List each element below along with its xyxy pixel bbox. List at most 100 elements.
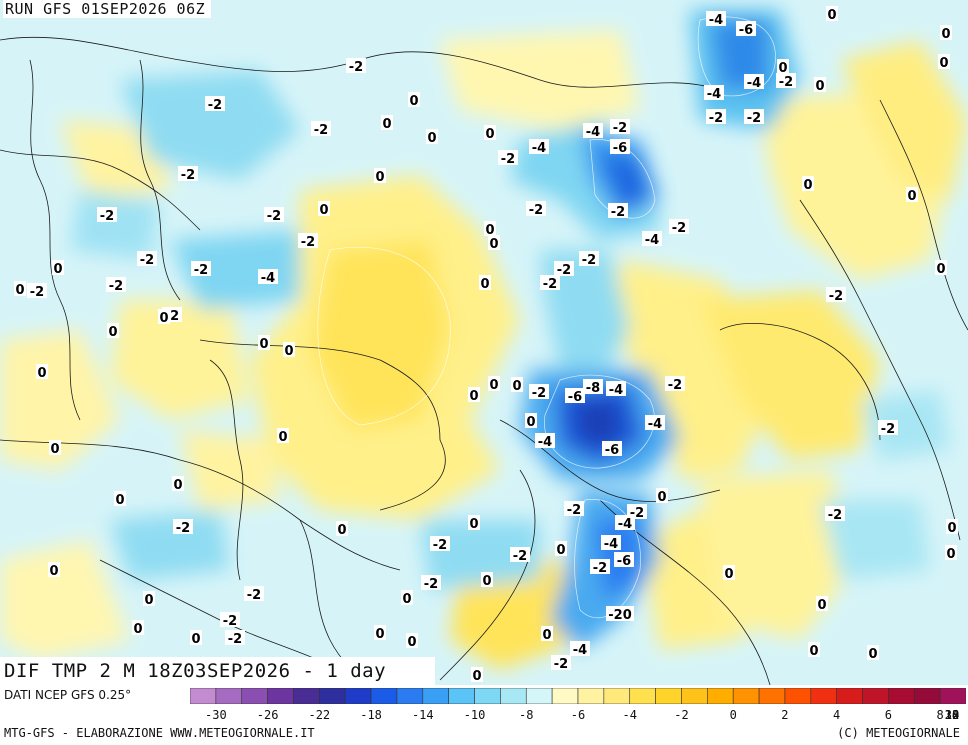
svg-text:-6: -6 — [739, 23, 753, 38]
isoline-label: 0 — [945, 545, 957, 562]
colorbar-tick-label: 4 — [833, 708, 841, 722]
isoline-label: -2 — [554, 261, 574, 278]
isoline-label: -2 — [311, 121, 331, 138]
colorbar-swatch — [215, 688, 243, 704]
run-label: RUN GFS 01SEP2026 06Z — [3, 0, 212, 18]
svg-text:0: 0 — [657, 490, 666, 505]
isoline-label: 0 — [656, 488, 668, 505]
svg-text:-2: -2 — [543, 277, 557, 292]
isoline-label: 0 — [158, 309, 170, 326]
svg-text:0: 0 — [115, 493, 124, 508]
svg-text:-2: -2 — [668, 378, 682, 393]
colorbar-tick-label: -26 — [256, 708, 279, 722]
svg-text:0: 0 — [907, 189, 916, 204]
svg-text:0: 0 — [485, 223, 494, 238]
svg-text:-2: -2 — [208, 98, 222, 113]
svg-text:0: 0 — [15, 283, 24, 298]
svg-text:0: 0 — [803, 178, 812, 193]
svg-text:0: 0 — [407, 635, 416, 650]
svg-text:-6: -6 — [617, 554, 631, 569]
isoline-label: 0 — [114, 491, 126, 508]
isoline-label: 0 — [940, 25, 952, 42]
isoline-label: 0 — [488, 235, 500, 252]
svg-text:-4: -4 — [645, 233, 659, 248]
svg-text:0: 0 — [337, 523, 346, 538]
isoline-label: -2 — [540, 275, 560, 292]
isoline-label: -2 — [665, 376, 685, 393]
svg-text:-2: -2 — [30, 285, 44, 300]
isoline-label: -8 — [583, 379, 603, 396]
isoline-label: -20 — [606, 606, 634, 623]
svg-text:0: 0 — [49, 564, 58, 579]
svg-text:-2: -2 — [228, 632, 242, 647]
colorbar-tick-label: -22 — [308, 708, 331, 722]
svg-text:-4: -4 — [573, 643, 587, 658]
isoline-label: -2 — [298, 233, 318, 250]
svg-text:-2: -2 — [109, 279, 123, 294]
svg-text:-4: -4 — [538, 435, 552, 450]
isoline-label: 0 — [318, 201, 330, 218]
svg-text:0: 0 — [402, 592, 411, 607]
colorbar-swatch — [758, 688, 786, 704]
svg-text:0: 0 — [469, 389, 478, 404]
svg-text:0: 0 — [946, 547, 955, 562]
svg-text:-4: -4 — [709, 13, 723, 28]
svg-text:0: 0 — [284, 344, 293, 359]
svg-text:-2: -2 — [529, 203, 543, 218]
isoline-label: 0 — [36, 364, 48, 381]
isoline-label: 0 — [107, 323, 119, 340]
svg-text:-2: -2 — [301, 235, 315, 250]
svg-text:0: 0 — [173, 478, 182, 493]
isoline-label: 0 — [488, 376, 500, 393]
colorbar-swatch — [629, 688, 656, 704]
colorbar-tick-label: 18 — [944, 708, 960, 722]
colorbar-swatch — [939, 688, 966, 704]
isoline-label: -2 — [529, 384, 549, 401]
colorbar-swatch — [344, 688, 372, 704]
isoline-label: -2 — [106, 277, 126, 294]
svg-text:-4: -4 — [586, 125, 600, 140]
isoline-label: 0 — [468, 387, 480, 404]
isoline-label: -2 — [551, 655, 571, 672]
isoline-label: -4 — [645, 415, 665, 432]
svg-text:-2: -2 — [709, 111, 723, 126]
svg-text:0: 0 — [133, 622, 142, 637]
isoline-label: -4 — [706, 11, 726, 28]
svg-text:0: 0 — [482, 574, 491, 589]
svg-text:-6: -6 — [605, 443, 619, 458]
svg-text:0: 0 — [936, 262, 945, 277]
svg-text:-2: -2 — [779, 75, 793, 90]
isoline-label: -2 — [205, 96, 225, 113]
svg-text:0: 0 — [53, 262, 62, 277]
isoline-label: 0 — [867, 645, 879, 662]
svg-text:0: 0 — [37, 366, 46, 381]
colorbar-swatch — [551, 688, 579, 704]
colorbar-swatch — [784, 688, 812, 704]
colorbar-tick-label: -14 — [411, 708, 434, 722]
isoline-label: -2 — [244, 586, 264, 603]
isoline-label: 0 — [946, 519, 958, 536]
svg-text:-2: -2 — [532, 386, 546, 401]
svg-text:-2: -2 — [267, 209, 281, 224]
svg-text:0: 0 — [815, 79, 824, 94]
colorbar-tick-label: -6 — [570, 708, 586, 722]
isoline-label: -2 — [225, 630, 245, 647]
isoline-label: -2 — [526, 201, 546, 218]
colorbar-tick-label: -4 — [622, 708, 637, 722]
isoline-label: 0 — [426, 129, 438, 146]
isoline-label: -6 — [565, 388, 585, 405]
svg-text:0: 0 — [382, 117, 391, 132]
isoline-label: 0 — [935, 260, 947, 277]
isoline-label: 0 — [938, 54, 950, 71]
svg-text:-4: -4 — [609, 383, 623, 398]
svg-text:0: 0 — [817, 598, 826, 613]
svg-text:0: 0 — [485, 127, 494, 142]
colorbar-tick-label: 6 — [884, 708, 893, 722]
isoline-label: -2 — [430, 536, 450, 553]
isoline-label: -6 — [610, 139, 630, 156]
svg-text:-2: -2 — [349, 60, 363, 75]
svg-text:0: 0 — [809, 644, 818, 659]
colorbar-swatch — [836, 688, 863, 704]
colorbar-tick-label: 2 — [781, 708, 789, 722]
